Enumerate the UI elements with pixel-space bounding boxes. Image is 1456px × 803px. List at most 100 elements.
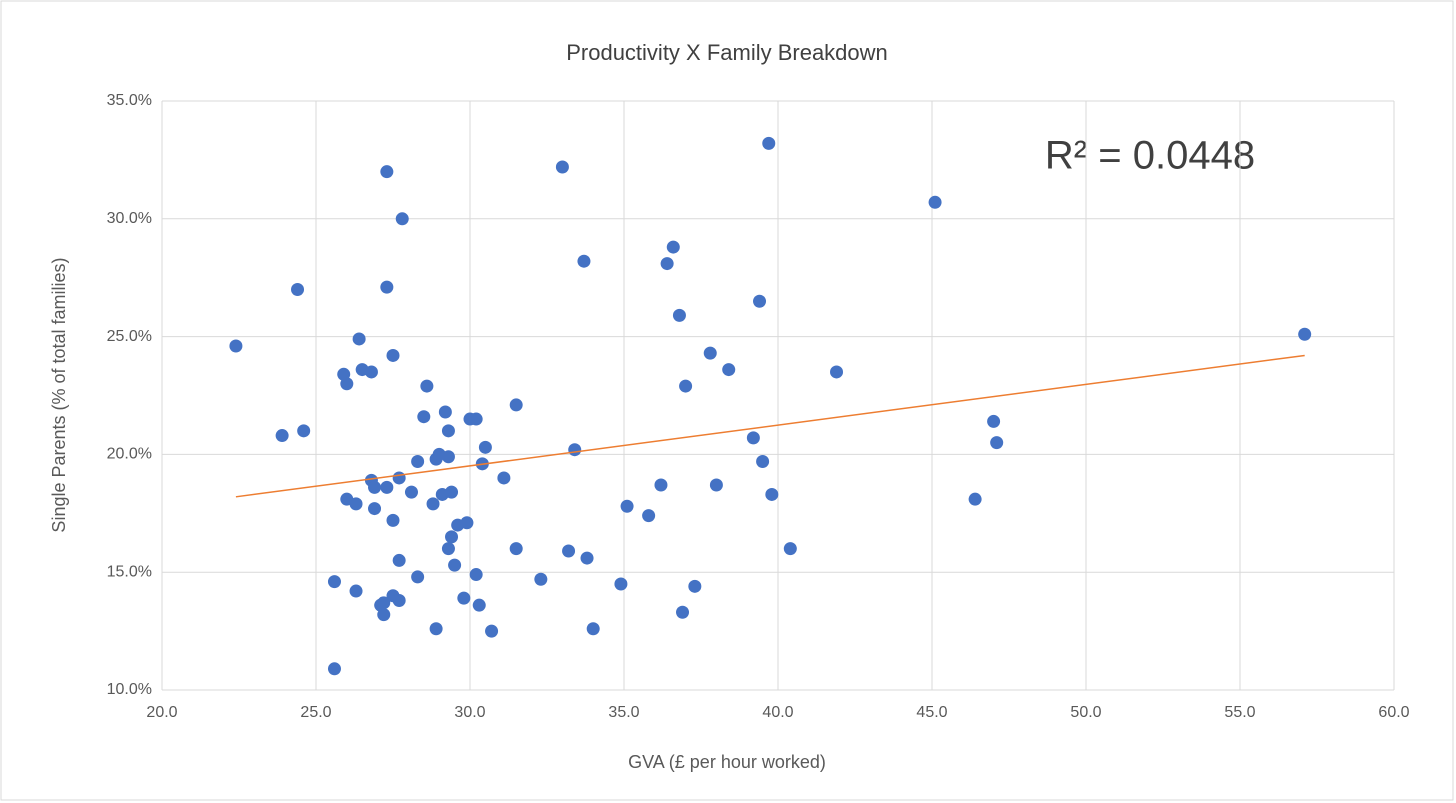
data-point	[580, 551, 594, 565]
data-point	[340, 377, 354, 391]
data-point	[987, 414, 1001, 428]
data-point	[395, 212, 409, 226]
data-point	[392, 553, 406, 567]
data-point	[420, 379, 434, 393]
data-point	[928, 195, 942, 209]
data-point	[291, 282, 305, 296]
data-point	[568, 443, 582, 457]
x-tick-label: 50.0	[1070, 704, 1101, 721]
data-point	[830, 365, 844, 379]
data-point	[411, 570, 425, 584]
data-point	[460, 516, 474, 530]
data-point	[380, 165, 394, 179]
data-point	[586, 622, 600, 636]
data-point	[327, 575, 341, 589]
data-point	[275, 429, 289, 443]
data-point	[783, 542, 797, 556]
x-axis-title: GVA (£ per hour worked)	[628, 752, 826, 772]
data-point	[448, 558, 462, 572]
data-point	[555, 160, 569, 174]
data-point	[990, 436, 1004, 450]
data-point	[411, 454, 425, 468]
y-tick-label: 20.0%	[107, 446, 152, 463]
data-point	[469, 412, 483, 426]
x-tick-label: 45.0	[916, 704, 947, 721]
y-tick-label: 25.0%	[107, 328, 152, 345]
data-point	[1298, 327, 1312, 341]
data-point	[666, 240, 680, 254]
data-point	[349, 584, 363, 598]
data-point	[445, 485, 459, 499]
data-point	[534, 572, 548, 586]
data-point	[429, 622, 443, 636]
x-tick-label: 40.0	[762, 704, 793, 721]
data-point	[426, 497, 440, 511]
data-point	[614, 577, 628, 591]
data-point	[229, 339, 243, 353]
data-point	[392, 593, 406, 607]
data-point	[709, 478, 723, 492]
y-tick-label: 30.0%	[107, 210, 152, 227]
data-point	[380, 280, 394, 294]
data-point	[478, 440, 492, 454]
data-point	[676, 605, 690, 619]
data-point	[746, 431, 760, 445]
y-tick-label: 10.0%	[107, 681, 152, 698]
y-axis-title: Single Parents (% of total families)	[49, 257, 69, 532]
data-point	[364, 365, 378, 379]
chart-title: Productivity X Family Breakdown	[566, 40, 888, 65]
y-tick-label: 35.0%	[107, 92, 152, 109]
data-point	[352, 332, 366, 346]
data-point	[703, 346, 717, 360]
data-point	[417, 410, 431, 424]
data-point	[368, 480, 382, 494]
data-point	[968, 492, 982, 506]
data-point	[392, 471, 406, 485]
data-point	[660, 257, 674, 271]
x-tick-label: 30.0	[454, 704, 485, 721]
data-point	[445, 530, 459, 544]
data-point	[577, 254, 591, 268]
data-point	[441, 542, 455, 556]
data-point	[327, 662, 341, 676]
data-point	[386, 513, 400, 527]
data-point	[688, 579, 702, 593]
data-point	[441, 424, 455, 438]
x-tick-label: 60.0	[1378, 704, 1409, 721]
data-point	[368, 502, 382, 516]
data-point	[562, 544, 576, 558]
data-point	[679, 379, 693, 393]
data-point	[457, 591, 471, 605]
data-point	[620, 499, 634, 513]
data-point	[438, 405, 452, 419]
data-point	[404, 485, 418, 499]
data-point	[672, 308, 686, 322]
data-point	[509, 542, 523, 556]
data-point	[654, 478, 668, 492]
data-point	[753, 294, 767, 308]
x-tick-label: 55.0	[1224, 704, 1255, 721]
data-point	[441, 450, 455, 464]
data-point	[509, 398, 523, 412]
data-point	[756, 454, 770, 468]
data-point	[762, 136, 776, 150]
data-point	[377, 596, 391, 610]
r-squared-annotation: R² = 0.0448	[1045, 134, 1255, 178]
data-point	[380, 480, 394, 494]
data-point	[642, 509, 656, 523]
data-point	[472, 598, 486, 612]
data-point	[485, 624, 499, 638]
data-point	[497, 471, 511, 485]
data-point	[765, 487, 779, 501]
data-point	[349, 497, 363, 511]
data-point	[722, 363, 736, 377]
y-tick-label: 15.0%	[107, 563, 152, 580]
data-point	[469, 568, 483, 582]
x-tick-label: 20.0	[146, 704, 177, 721]
x-tick-label: 25.0	[300, 704, 331, 721]
trendline	[235, 354, 1305, 498]
data-point	[297, 424, 311, 438]
data-point	[386, 348, 400, 362]
